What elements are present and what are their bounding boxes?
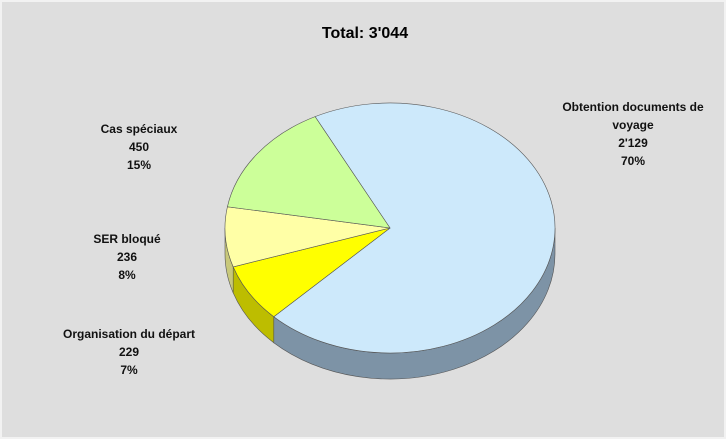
label-value: 236: [116, 250, 138, 264]
data-label: Organisation du départ 229 7%: [44, 325, 214, 379]
label-value: 450: [128, 140, 150, 154]
label-percent: 15%: [126, 158, 152, 172]
label-value: 2'129: [618, 136, 648, 150]
label-value: 229: [118, 345, 140, 359]
label-name: Organisation du départ: [62, 327, 195, 341]
label-name: Obtention documents de voyage: [562, 100, 704, 132]
label-name: Cas spéciaux: [100, 122, 178, 136]
chart-title: Total: 3'044: [322, 25, 408, 42]
label-name: SER bloqué: [93, 232, 161, 246]
data-label: Cas spéciaux 450 15%: [64, 120, 214, 174]
label-percent: 8%: [118, 268, 136, 282]
data-label: SER bloqué 236 8%: [52, 230, 202, 284]
data-label: Obtention documents de voyage 2'129 70%: [548, 98, 718, 170]
slice: [273, 102, 556, 354]
slice: [227, 116, 391, 229]
label-percent: 7%: [120, 363, 138, 377]
label-percent: 70%: [620, 154, 646, 168]
